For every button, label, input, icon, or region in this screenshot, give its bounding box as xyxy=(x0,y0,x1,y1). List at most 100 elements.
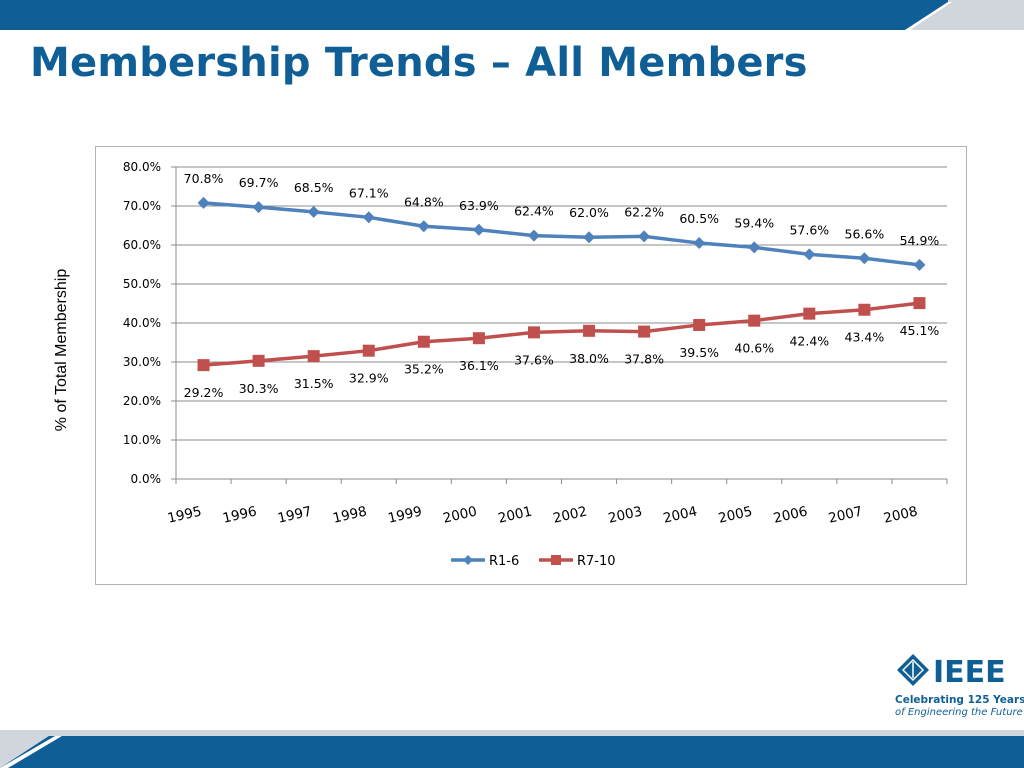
data-label: 63.9% xyxy=(459,198,499,213)
y-tick-label: 50.0% xyxy=(123,277,161,291)
data-label: 30.3% xyxy=(239,381,279,396)
data-point xyxy=(472,223,485,236)
axes: 0.0% 10.0% 20.0% 30.0% 40.0% 50.0% 60.0% 70.0% 8… xyxy=(123,160,948,527)
x-tick-label: 2002 xyxy=(552,503,589,526)
data-point xyxy=(197,196,210,209)
x-tick-label: 1997 xyxy=(276,503,313,526)
data-label: 70.8% xyxy=(184,171,224,186)
y-tick-label: 40.0% xyxy=(123,316,161,330)
data-point xyxy=(252,354,265,367)
ieee-logo: IEEE Celebrating 125 Years of Engineerin… xyxy=(895,652,1024,722)
data-point xyxy=(638,230,651,243)
data-point xyxy=(362,211,375,224)
y-axis-title-text: % of Total Membership xyxy=(53,268,70,432)
data-label: 60.5% xyxy=(679,211,719,226)
data-point xyxy=(803,248,816,261)
data-label: 59.4% xyxy=(734,215,774,230)
bottom-banner xyxy=(0,730,1024,768)
series xyxy=(197,196,926,372)
top-banner xyxy=(0,0,1024,30)
data-label: 45.1% xyxy=(900,323,940,338)
x-tick-label: 1996 xyxy=(221,503,258,526)
legend-label: R1-6 xyxy=(489,554,519,569)
data-label: 62.2% xyxy=(624,204,664,219)
x-tick-label: 2001 xyxy=(497,503,534,526)
data-label: 42.4% xyxy=(789,334,829,349)
data-label: 31.5% xyxy=(294,376,334,391)
data-point xyxy=(693,318,706,331)
x-tick-label: 2007 xyxy=(827,503,864,526)
data-label: 36.1% xyxy=(459,358,499,373)
x-tick-label: 2005 xyxy=(717,503,754,526)
data-labels: 70.8% 69.7% 68.5% 67.1% 64.8% 63.9% 62.4% 62.0%… xyxy=(184,171,940,400)
data-point xyxy=(307,350,320,363)
data-point xyxy=(527,326,540,339)
data-label: 68.5% xyxy=(294,180,334,195)
data-point xyxy=(362,344,375,357)
data-label: 56.6% xyxy=(845,226,885,241)
data-point xyxy=(638,325,651,338)
data-point xyxy=(693,237,706,250)
logo-word: IEEE xyxy=(933,655,1005,690)
data-point xyxy=(913,297,926,310)
series-line-r1-6 xyxy=(203,201,920,267)
line-chart: 0.0% 10.0% 20.0% 30.0% 40.0% 50.0% 60.0% 70.0% 8… xyxy=(123,160,948,569)
x-tick-label: 2004 xyxy=(662,503,699,526)
data-label: 62.4% xyxy=(514,204,554,219)
data-point xyxy=(527,229,540,242)
x-tick-label: 2003 xyxy=(607,503,644,526)
gridlines xyxy=(176,166,947,441)
data-label: 43.4% xyxy=(845,330,885,345)
data-label: 57.6% xyxy=(789,222,829,237)
chart-area: 0.0% 10.0% 20.0% 30.0% 40.0% 50.0% 60.0% 70.0% 8… xyxy=(95,146,967,585)
data-point xyxy=(748,314,761,327)
data-label: 38.0% xyxy=(569,351,609,366)
slide-title: Membership Trends – All Members xyxy=(30,40,808,86)
x-tick-label: 2006 xyxy=(772,503,809,526)
data-label: 62.0% xyxy=(569,205,609,220)
legend-marker xyxy=(551,555,561,565)
data-label: 32.9% xyxy=(349,371,389,386)
legend-label: R7-10 xyxy=(577,554,616,569)
data-label: 29.2% xyxy=(184,385,224,400)
data-point xyxy=(583,324,596,337)
data-label: 37.6% xyxy=(514,352,554,367)
y-tick-label: 80.0% xyxy=(123,160,161,174)
data-label: 37.8% xyxy=(624,352,664,367)
data-point xyxy=(307,205,320,218)
data-label: 40.6% xyxy=(734,341,774,356)
data-label: 39.5% xyxy=(679,345,719,360)
data-point xyxy=(197,359,210,372)
data-point xyxy=(583,231,596,244)
y-tick-label: 60.0% xyxy=(123,238,161,252)
x-tick-label: 2000 xyxy=(441,503,478,526)
ieee-diamond-icon: IEEE xyxy=(897,654,1006,690)
logo-tagline-1: Celebrating 125 Years xyxy=(895,694,1024,706)
data-point xyxy=(472,332,485,345)
data-point xyxy=(252,201,265,214)
data-point xyxy=(803,307,816,320)
data-point xyxy=(748,241,761,254)
x-tick-label: 2008 xyxy=(882,503,919,526)
x-tick-label: 1998 xyxy=(331,503,368,526)
y-tick-label: 10.0% xyxy=(123,433,161,447)
data-point xyxy=(858,303,871,316)
data-label: 54.9% xyxy=(900,233,940,248)
logo-tagline-2: of Engineering the Future xyxy=(895,707,1023,718)
x-tick-label: 1999 xyxy=(386,503,423,526)
data-label: 64.8% xyxy=(404,194,444,209)
y-tick-label: 20.0% xyxy=(123,394,161,408)
x-tick-label: 1995 xyxy=(166,503,203,526)
data-point xyxy=(417,335,430,348)
data-label: 69.7% xyxy=(239,175,279,190)
data-point xyxy=(417,220,430,233)
data-point xyxy=(913,258,926,271)
series-line-r7-10 xyxy=(203,301,920,367)
y-tick-label: 0.0% xyxy=(131,472,162,486)
legend-marker xyxy=(463,555,473,565)
data-point xyxy=(858,252,871,265)
y-tick-label: 70.0% xyxy=(123,199,161,213)
y-tick-label: 30.0% xyxy=(123,355,161,369)
data-label: 67.1% xyxy=(349,185,389,200)
chart-legend: R1-6 R7-10 xyxy=(451,554,616,569)
